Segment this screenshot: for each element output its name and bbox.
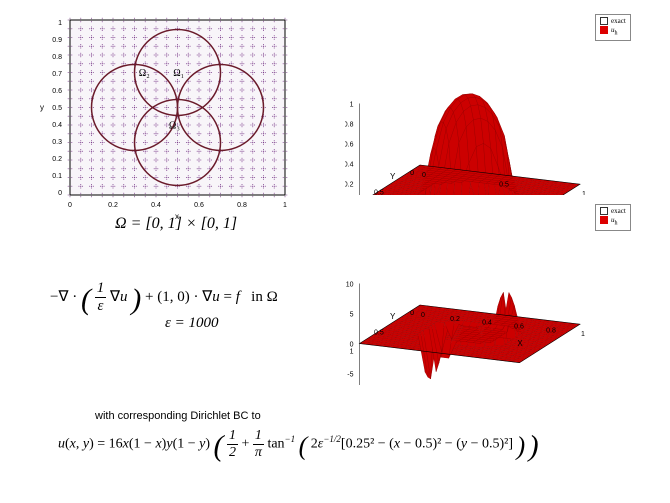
svg-text:Y: Y [390,172,396,181]
solution-eqn: u(x, y) = 16x(1 − x)y(1 − y) ( 1 2 + 1 π… [58,428,539,464]
svg-text:0.5: 0.5 [499,182,509,189]
svg-text:0: 0 [350,342,354,349]
svg-text:0.5: 0.5 [52,105,62,112]
domain-plot: 0 0.1 0.2 0.3 0.4 0.5 0.6 0.7 0.8 0.9 1 … [70,20,285,200]
svg-text:10: 10 [346,282,354,289]
legend-2: exact uh [595,204,631,231]
svg-text:-5: -5 [347,372,353,379]
svg-text:0: 0 [58,190,62,197]
y-ticks: 0 0.1 0.2 0.3 0.4 0.5 0.6 0.7 0.8 0.9 1 [52,20,62,197]
domain-eqn: Ω = [0, 1] × [0, 1] [115,215,237,233]
svg-text:Ω₂: Ω₂ [139,68,150,79]
svg-text:0.5: 0.5 [374,189,384,195]
svg-text:Y: Y [390,312,396,321]
svg-text:0.7: 0.7 [52,71,62,78]
svg-text:0.6: 0.6 [194,202,204,209]
svg-text:5: 5 [350,312,354,319]
svg-text:1: 1 [58,20,62,27]
svg-text:1: 1 [581,331,585,338]
svg-text:Ω₁: Ω₁ [173,68,184,79]
surface-plot-1: 00.20.40.60.8100.5100.51XY [345,20,620,195]
svg-text:0: 0 [410,170,414,177]
svg-text:0.8: 0.8 [237,202,247,209]
svg-text:0.2: 0.2 [108,202,118,209]
svg-text:0.1: 0.1 [52,173,62,180]
svg-text:0.4: 0.4 [151,202,161,209]
svg-text:0.8: 0.8 [546,327,556,334]
svg-text:0.4: 0.4 [482,320,492,327]
svg-text:0.8: 0.8 [345,122,354,129]
svg-text:0.8: 0.8 [52,54,62,61]
svg-text:Ω₃: Ω₃ [169,121,180,132]
y-axis-label: y [40,103,44,112]
svg-text:0: 0 [421,312,425,319]
pde-eqn: −∇ · ( 1 ε ∇u ) + (1, 0) · ∇u = f in Ω [50,280,278,317]
svg-text:X: X [517,339,523,348]
svg-text:0: 0 [422,172,426,179]
svg-text:0.2: 0.2 [345,182,354,189]
svg-text:1: 1 [582,191,586,195]
svg-text:0: 0 [68,202,72,209]
svg-text:1: 1 [350,102,354,109]
svg-text:0.2: 0.2 [52,156,62,163]
dirichlet-text: with corresponding Dirichlet BC to [95,410,261,422]
svg-text:1: 1 [350,349,354,356]
x-ticks: 0 0.2 0.4 0.6 0.8 1 [68,202,287,209]
svg-text:0.6: 0.6 [52,88,62,95]
svg-text:0: 0 [410,310,414,317]
svg-text:0.4: 0.4 [52,122,62,129]
svg-text:0.4: 0.4 [345,162,354,169]
legend-1: exact uh [595,14,631,41]
svg-text:0.2: 0.2 [450,316,460,323]
svg-text:0.6: 0.6 [514,324,524,331]
svg-text:0.5: 0.5 [374,329,384,336]
svg-text:1: 1 [283,202,287,209]
eps-eqn: ε = 1000 [165,315,219,332]
svg-text:0.3: 0.3 [52,139,62,146]
svg-text:0.9: 0.9 [52,37,62,44]
svg-text:0.6: 0.6 [345,142,354,149]
surface-plot-2: -10-5051000.20.40.60.8100.51XY [345,210,620,385]
